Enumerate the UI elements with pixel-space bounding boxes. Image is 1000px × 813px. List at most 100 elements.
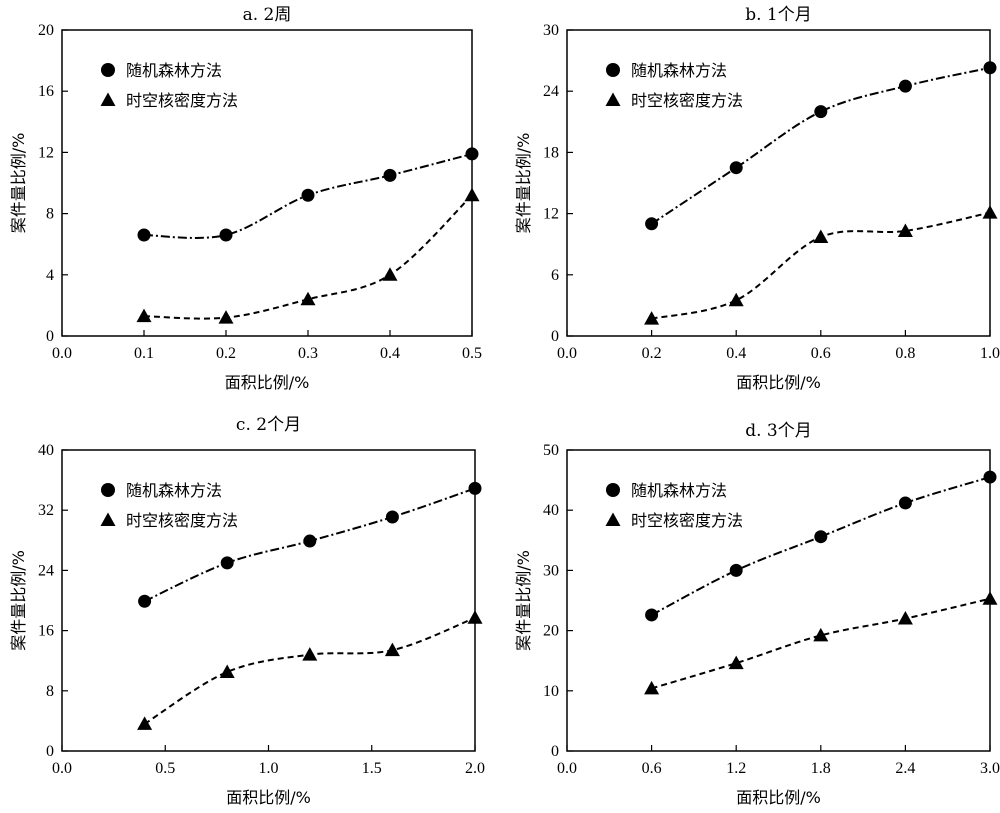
y-tick-label: 6 — [551, 267, 559, 284]
legend-marker-triangle — [605, 92, 621, 106]
y-tick-label: 4 — [46, 267, 54, 284]
y-tick-label: 0 — [46, 743, 54, 760]
data-point-triangle — [813, 627, 829, 642]
data-point-circle — [219, 228, 233, 242]
x-tick-label: 0.3 — [298, 345, 318, 362]
x-tick-label: 0.2 — [642, 345, 662, 362]
trend-line-series-2 — [143, 194, 473, 320]
x-tick-label: 0.6 — [642, 760, 662, 777]
data-point-triangle — [897, 223, 913, 237]
trend-line-series-2 — [651, 597, 991, 690]
x-tick-label: 0.6 — [811, 345, 831, 362]
data-point-circle — [137, 228, 151, 242]
x-tick-label: 1.5 — [362, 760, 382, 777]
trend-line-series-2 — [144, 616, 476, 725]
legend-marker-triangle — [100, 512, 116, 526]
legend-label: 随机森林方法 — [126, 481, 222, 500]
data-point-circle — [645, 217, 659, 231]
y-tick-label: 24 — [543, 83, 559, 100]
data-point-circle — [385, 510, 399, 524]
data-point-circle — [303, 534, 317, 548]
plot-frame — [61, 449, 476, 752]
data-point-triangle — [464, 187, 480, 202]
x-tick-label: 0.1 — [134, 345, 154, 362]
x-tick-label: 2.4 — [895, 760, 915, 777]
legend-label: 时空核密度方法 — [631, 91, 743, 110]
chart-title: c. 2个月 — [236, 415, 301, 435]
legend-label: 时空核密度方法 — [631, 511, 743, 530]
chart-title: d. 3个月 — [745, 421, 812, 441]
x-tick-label: 0.4 — [380, 345, 400, 362]
plot-frame — [566, 29, 991, 337]
plot-frame — [61, 29, 473, 337]
y-tick-label: 30 — [543, 22, 559, 39]
data-point-triangle — [728, 292, 744, 307]
trend-line-series-2 — [651, 211, 991, 320]
x-tick-label: 1.2 — [726, 760, 746, 777]
data-point-triangle — [219, 664, 235, 678]
x-tick-label: 0.8 — [895, 345, 915, 362]
y-tick-label: 40 — [543, 502, 559, 519]
y-tick-label: 18 — [543, 144, 559, 161]
data-point-triangle — [644, 680, 660, 695]
data-point-circle — [220, 556, 234, 570]
data-point-triangle — [897, 611, 913, 625]
x-tick-label: 0.5 — [462, 345, 482, 362]
y-tick-label: 12 — [38, 144, 54, 161]
data-point-triangle — [218, 310, 234, 324]
y-tick-label: 20 — [38, 22, 54, 39]
y-tick-label: 50 — [543, 442, 559, 459]
data-point-circle — [465, 147, 479, 161]
data-point-circle — [898, 79, 912, 93]
trend-line-series-1 — [651, 66, 991, 225]
legend-label: 随机森林方法 — [631, 61, 727, 80]
data-point-circle — [983, 61, 997, 75]
data-point-triangle — [302, 647, 318, 661]
y-tick-label: 8 — [46, 683, 54, 700]
chart-title: b. 1个月 — [745, 5, 812, 25]
y-tick-label: 16 — [38, 623, 54, 640]
y-tick-label: 24 — [38, 562, 54, 579]
data-point-circle — [729, 161, 743, 175]
data-point-triangle — [644, 311, 660, 325]
x-axis-label: 面积比例/% — [736, 373, 821, 392]
data-point-circle — [645, 608, 659, 622]
x-axis-label: 面积比例/% — [225, 373, 310, 392]
y-tick-label: 8 — [46, 206, 54, 223]
data-point-circle — [301, 188, 315, 202]
data-point-circle — [468, 481, 482, 495]
x-tick-label: 1.8 — [811, 760, 831, 777]
x-tick-label: 0.2 — [216, 345, 236, 362]
y-tick-label: 12 — [543, 206, 559, 223]
y-tick-label: 20 — [543, 623, 559, 640]
data-point-triangle — [384, 642, 400, 657]
data-point-circle — [814, 530, 828, 544]
chart-panel-4: d. 3个月 0.0 0.6 1.2 1.8 2.4 3.0 0 10 20 30 40 50 面积比例/… — [514, 421, 1000, 807]
legend-marker-circle — [101, 63, 115, 77]
data-point-circle — [898, 496, 912, 510]
y-tick-label: 40 — [38, 442, 54, 459]
data-point-circle — [814, 105, 828, 119]
legend-label: 随机森林方法 — [126, 61, 222, 80]
chart-panel-3: c. 2个月 0.0 0.5 1.0 1.5 2.0 0 8 16 24 32 40 面积比例/% 案件量… — [9, 415, 485, 807]
x-tick-label: 0.0 — [52, 345, 72, 362]
legend-marker-circle — [101, 483, 115, 497]
chart-panel-1: a. 2周 0.0 0.1 0.2 0.3 0.4 0.5 0 4 8 12 16 20 面积比例/% 案件… — [9, 5, 482, 392]
y-tick-label: 10 — [543, 683, 559, 700]
y-axis-label: 案件量比例/% — [9, 133, 28, 234]
data-point-triangle — [982, 205, 998, 219]
y-tick-label: 0 — [551, 328, 559, 345]
trend-line-series-1 — [651, 476, 991, 616]
y-tick-label: 0 — [551, 743, 559, 760]
data-point-triangle — [382, 267, 398, 281]
y-tick-label: 32 — [38, 502, 54, 519]
x-axis-label: 面积比例/% — [226, 788, 311, 807]
data-point-triangle — [982, 591, 998, 605]
data-point-circle — [138, 594, 152, 608]
data-point-triangle — [137, 716, 153, 730]
y-tick-label: 30 — [543, 562, 559, 579]
